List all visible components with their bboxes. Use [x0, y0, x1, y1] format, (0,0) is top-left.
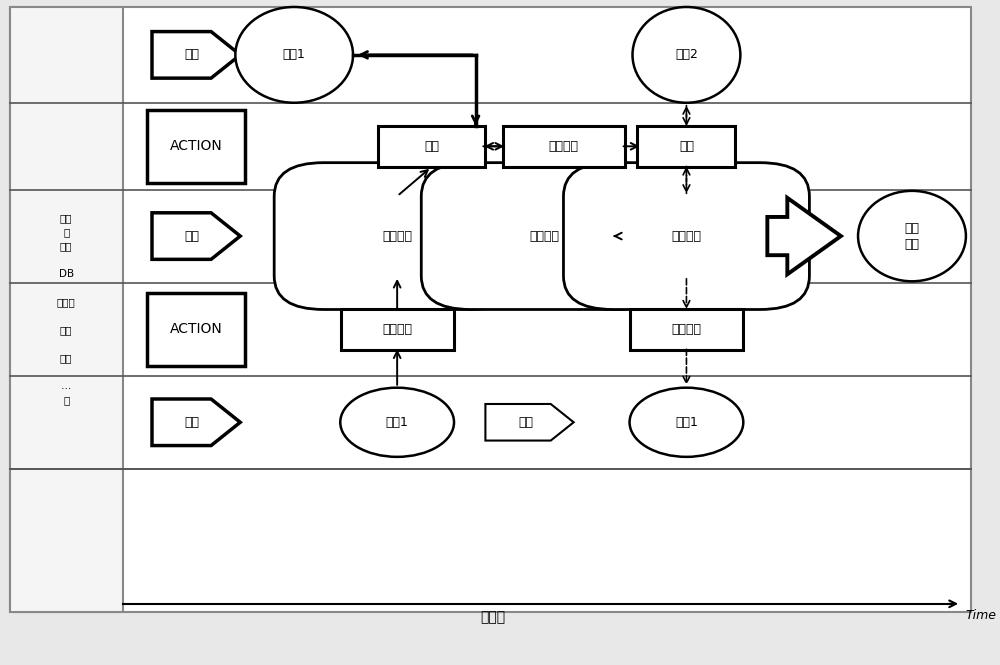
Polygon shape: [485, 404, 574, 441]
Text: 故障发现: 故障发现: [382, 229, 412, 243]
Ellipse shape: [630, 388, 743, 457]
FancyBboxPatch shape: [378, 126, 485, 167]
Ellipse shape: [340, 388, 454, 457]
Ellipse shape: [633, 7, 740, 103]
Polygon shape: [152, 32, 240, 78]
FancyBboxPatch shape: [637, 126, 735, 167]
Text: 变更1: 变更1: [283, 49, 306, 61]
Text: 升级故障: 升级故障: [382, 323, 412, 336]
FancyBboxPatch shape: [563, 163, 809, 309]
FancyBboxPatch shape: [421, 163, 667, 309]
Polygon shape: [152, 399, 240, 446]
Ellipse shape: [235, 7, 353, 103]
Text: 变更: 变更: [184, 49, 199, 61]
FancyBboxPatch shape: [10, 7, 971, 612]
Polygon shape: [152, 213, 240, 259]
Text: 自动恢复: 自动恢复: [671, 323, 701, 336]
Ellipse shape: [858, 191, 966, 281]
Text: 资源
（
主机

DB

中间件

网络

应用

…
）: 资源 （ 主机 DB 中间件 网络 应用 … ）: [57, 213, 76, 405]
Text: 通告: 通告: [424, 140, 439, 153]
Text: 监控: 监控: [184, 416, 199, 429]
FancyBboxPatch shape: [630, 309, 743, 350]
FancyBboxPatch shape: [147, 293, 245, 366]
Text: 故障: 故障: [184, 229, 199, 243]
Text: 变更2: 变更2: [675, 49, 698, 61]
Text: 稳定
运行: 稳定 运行: [904, 221, 919, 251]
FancyBboxPatch shape: [503, 126, 625, 167]
Text: 告警1: 告警1: [675, 416, 698, 429]
FancyBboxPatch shape: [10, 7, 123, 612]
Text: 故障处理: 故障处理: [529, 229, 559, 243]
Text: 申请: 申请: [679, 140, 694, 153]
Text: Time: Time: [966, 609, 997, 622]
FancyBboxPatch shape: [274, 163, 520, 309]
Text: ACTION: ACTION: [170, 139, 222, 154]
FancyBboxPatch shape: [147, 110, 245, 183]
Text: ACTION: ACTION: [170, 322, 222, 336]
Text: 事件流: 事件流: [480, 610, 505, 624]
FancyBboxPatch shape: [341, 309, 454, 350]
Polygon shape: [767, 198, 841, 275]
Text: 告警1: 告警1: [386, 416, 409, 429]
Text: 匹配变更: 匹配变更: [549, 140, 579, 153]
Text: 故障恢复: 故障恢复: [671, 229, 701, 243]
Text: 持续: 持续: [519, 416, 534, 429]
